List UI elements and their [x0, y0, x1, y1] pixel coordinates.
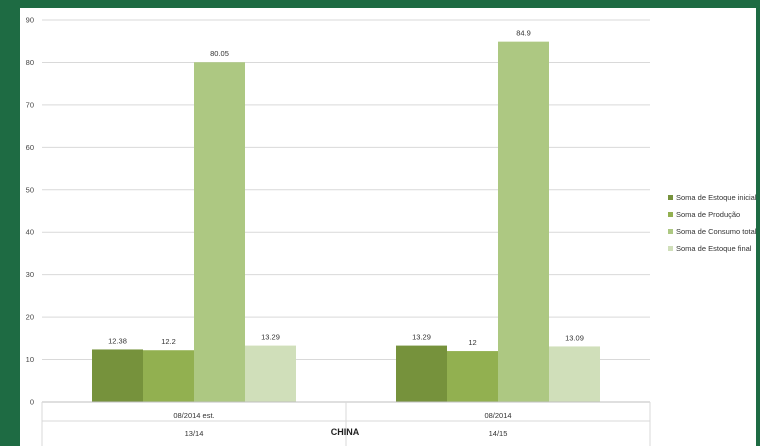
y-tick-label: 30 — [26, 270, 34, 279]
category-label: 08/2014 — [484, 411, 511, 420]
y-tick-label: 10 — [26, 355, 34, 364]
y-tick-label: 60 — [26, 143, 34, 152]
y-tick-label: 40 — [26, 228, 34, 237]
bars — [92, 41, 600, 402]
bar — [194, 62, 245, 402]
bar — [498, 41, 549, 402]
legend-swatch — [668, 195, 673, 200]
legend-swatch — [668, 229, 673, 234]
data-label: 80.05 — [210, 49, 229, 58]
data-labels: 12.38 12.2 80.05 13.29 13.29 12 84.9 13.09 — [108, 29, 584, 347]
bar — [396, 345, 447, 402]
y-tick-label: 0 — [30, 398, 34, 407]
legend-swatch — [668, 246, 673, 251]
subcategory-label: 13/14 — [185, 429, 204, 438]
data-label: 13.29 — [261, 333, 280, 342]
data-label: 12.38 — [108, 336, 127, 345]
data-label: 84.9 — [516, 29, 531, 38]
data-label: 13.29 — [412, 333, 431, 342]
legend-label: Soma de Estoque final — [676, 244, 752, 253]
y-tick-label: 20 — [26, 313, 34, 322]
bar — [245, 345, 296, 402]
y-tick-label: 50 — [26, 185, 34, 194]
bar — [447, 351, 498, 402]
y-tick-label: 90 — [26, 16, 34, 25]
legend-label: Soma de Produção — [676, 210, 740, 219]
legend: Soma de Estoque inicial Soma de Produção S… — [668, 193, 756, 253]
data-label: 12 — [468, 338, 476, 347]
y-axis-ticks: 0 10 20 30 40 50 60 70 80 90 — [26, 16, 34, 407]
category-label: 08/2014 est. — [173, 411, 214, 420]
y-tick-label: 80 — [26, 58, 34, 67]
legend-swatch — [668, 212, 673, 217]
legend-label: Soma de Estoque inicial — [676, 193, 756, 202]
bar — [549, 346, 600, 402]
gridlines — [42, 19, 650, 403]
chart-panel: 0 10 20 30 40 50 60 70 80 90 12.38 12.2 80.05 13.29 1… — [20, 8, 756, 446]
y-tick-label: 70 — [26, 100, 34, 109]
x-axis-group-label: CHINA — [331, 427, 360, 437]
subcategory-label: 14/15 — [489, 429, 508, 438]
x-axis: 08/2014 est. 13/14 08/2014 14/15 — [41, 401, 651, 446]
data-label: 12.2 — [161, 337, 176, 346]
bar — [92, 349, 143, 402]
legend-label: Soma de Consumo total — [676, 227, 756, 236]
data-label: 13.09 — [565, 333, 584, 342]
bar — [143, 350, 194, 402]
